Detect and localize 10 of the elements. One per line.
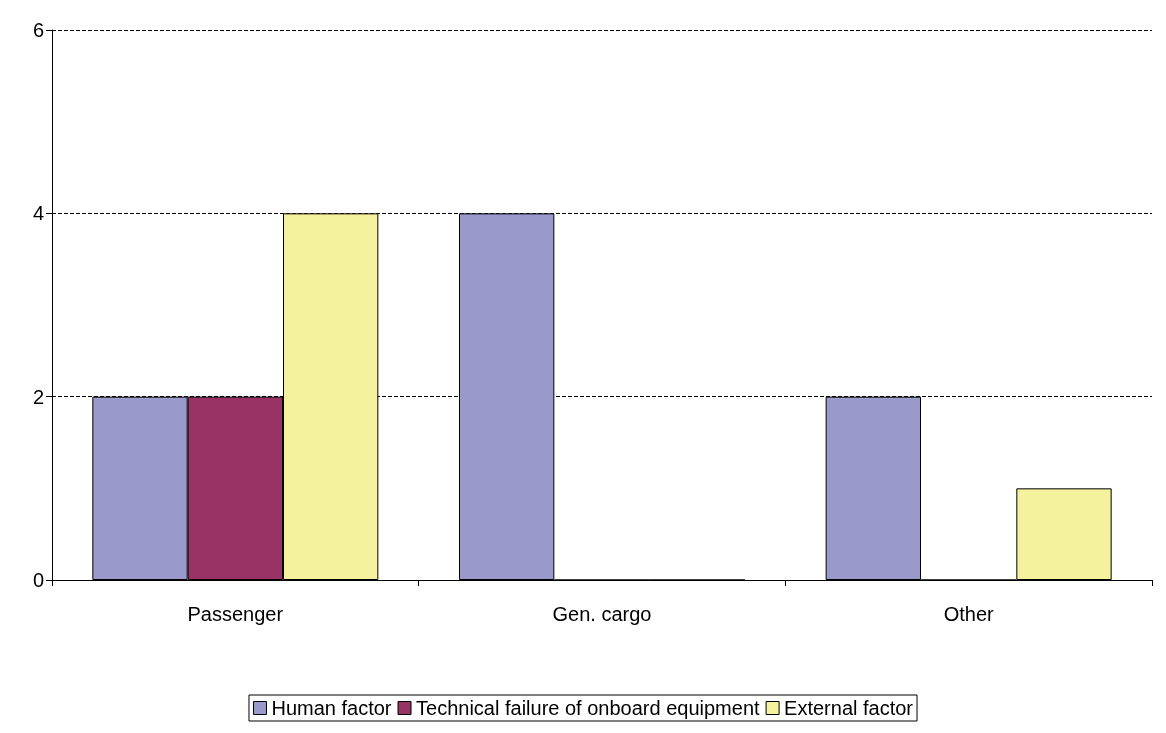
- legend-label: Human factor: [271, 697, 392, 719]
- legend-label: External factor: [784, 697, 914, 719]
- legend-label: Technical failure of onboard equipment: [416, 697, 761, 719]
- y-tick-label: 2: [32, 385, 44, 408]
- y-tick-label: 0: [32, 569, 44, 591]
- y-tick-label: 4: [32, 202, 44, 225]
- x-tick-label: Gen. cargo: [552, 603, 652, 625]
- x-tick-label: Passenger: [187, 603, 284, 625]
- x-tick-label: Other: [943, 603, 995, 625]
- y-tick-label: 6: [32, 19, 44, 41]
